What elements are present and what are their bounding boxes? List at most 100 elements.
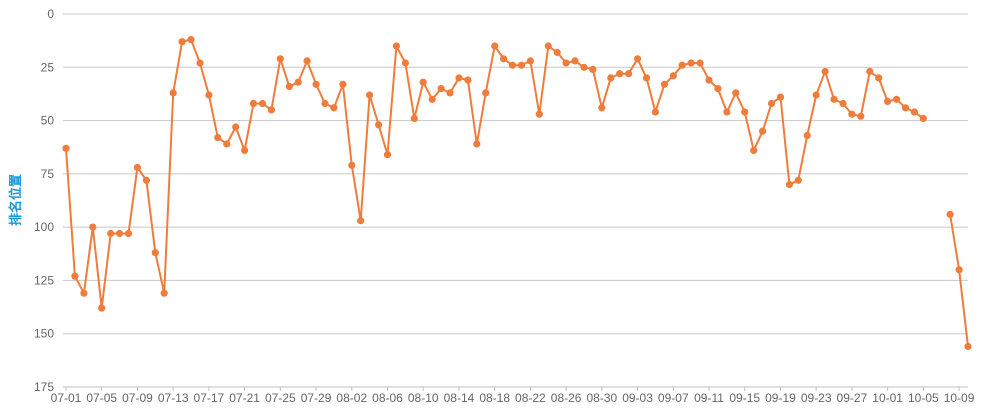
data-point[interactable] bbox=[151, 249, 159, 257]
data-point[interactable] bbox=[80, 289, 88, 297]
data-point[interactable] bbox=[89, 223, 97, 231]
data-point[interactable] bbox=[196, 59, 204, 67]
data-point[interactable] bbox=[133, 163, 141, 172]
data-point[interactable] bbox=[303, 57, 311, 65]
data-point[interactable] bbox=[875, 74, 883, 82]
data-point[interactable] bbox=[821, 67, 829, 76]
data-point[interactable] bbox=[696, 59, 704, 67]
data-point[interactable] bbox=[687, 59, 695, 67]
data-point[interactable] bbox=[232, 123, 240, 131]
data-point[interactable] bbox=[294, 78, 302, 86]
data-point[interactable] bbox=[616, 70, 624, 78]
data-point[interactable] bbox=[500, 55, 508, 63]
data-point[interactable] bbox=[830, 95, 838, 103]
data-point[interactable] bbox=[589, 65, 597, 73]
data-point[interactable] bbox=[750, 146, 758, 154]
data-point[interactable] bbox=[339, 80, 347, 88]
data-point[interactable] bbox=[223, 140, 231, 148]
data-point[interactable] bbox=[464, 76, 472, 84]
data-point[interactable] bbox=[312, 80, 320, 88]
data-point[interactable] bbox=[428, 95, 436, 103]
data-point[interactable] bbox=[348, 161, 356, 169]
data-point[interactable] bbox=[410, 114, 418, 122]
data-point[interactable] bbox=[124, 229, 133, 238]
data-point[interactable] bbox=[723, 108, 731, 116]
data-point[interactable] bbox=[705, 76, 713, 84]
data-point[interactable] bbox=[473, 140, 481, 148]
data-point[interactable] bbox=[714, 85, 722, 93]
data-point[interactable] bbox=[249, 99, 258, 108]
data-point[interactable] bbox=[580, 63, 588, 71]
data-point[interactable] bbox=[526, 57, 535, 65]
data-point[interactable] bbox=[625, 70, 633, 78]
data-point[interactable] bbox=[794, 176, 802, 184]
data-point[interactable] bbox=[848, 110, 856, 118]
data-point[interactable] bbox=[866, 67, 874, 76]
data-point[interactable] bbox=[205, 91, 213, 99]
data-point[interactable] bbox=[678, 61, 686, 69]
data-point[interactable] bbox=[741, 108, 749, 116]
data-point[interactable] bbox=[178, 38, 186, 46]
data-point[interactable] bbox=[491, 42, 499, 50]
data-point[interactable] bbox=[857, 112, 865, 120]
data-point[interactable] bbox=[437, 85, 445, 93]
data-point[interactable] bbox=[919, 114, 927, 122]
data-point[interactable] bbox=[964, 342, 972, 351]
data-point[interactable] bbox=[62, 144, 70, 152]
data-point[interactable] bbox=[803, 131, 811, 140]
data-point[interactable] bbox=[785, 180, 794, 189]
data-point[interactable] bbox=[767, 99, 776, 108]
data-point[interactable] bbox=[241, 146, 249, 154]
data-point[interactable] bbox=[401, 59, 409, 67]
data-point[interactable] bbox=[839, 99, 847, 108]
data-point[interactable] bbox=[169, 89, 177, 97]
data-point[interactable] bbox=[535, 110, 543, 118]
data-point[interactable] bbox=[946, 210, 954, 218]
data-point[interactable] bbox=[116, 229, 124, 238]
data-point[interactable] bbox=[107, 229, 115, 238]
data-point[interactable] bbox=[598, 104, 606, 112]
data-point[interactable] bbox=[642, 74, 651, 82]
data-point[interactable] bbox=[276, 55, 284, 63]
data-point[interactable] bbox=[258, 99, 267, 108]
data-point[interactable] bbox=[357, 217, 365, 225]
data-point[interactable] bbox=[901, 104, 910, 112]
data-point[interactable] bbox=[508, 61, 517, 69]
data-point[interactable] bbox=[651, 108, 660, 116]
data-point[interactable] bbox=[366, 91, 374, 99]
data-point[interactable] bbox=[214, 134, 222, 142]
data-point[interactable] bbox=[517, 61, 526, 69]
data-point[interactable] bbox=[812, 91, 820, 99]
data-point[interactable] bbox=[776, 93, 785, 101]
data-point[interactable] bbox=[187, 36, 195, 44]
data-point[interactable] bbox=[285, 82, 293, 91]
data-point[interactable] bbox=[553, 48, 561, 57]
data-point[interactable] bbox=[482, 89, 490, 97]
data-point[interactable] bbox=[71, 272, 79, 280]
data-point[interactable] bbox=[562, 59, 570, 67]
data-point[interactable] bbox=[419, 78, 427, 86]
data-point[interactable] bbox=[375, 121, 383, 129]
data-point[interactable] bbox=[544, 42, 552, 50]
data-point[interactable] bbox=[732, 89, 740, 97]
data-point[interactable] bbox=[660, 80, 669, 88]
data-point[interactable] bbox=[330, 104, 338, 112]
data-point[interactable] bbox=[383, 151, 392, 159]
data-point[interactable] bbox=[759, 127, 767, 135]
data-point[interactable] bbox=[634, 55, 642, 63]
data-point[interactable] bbox=[321, 99, 329, 108]
data-point[interactable] bbox=[884, 97, 892, 105]
data-point[interactable] bbox=[607, 74, 615, 82]
data-point[interactable] bbox=[571, 57, 579, 65]
data-point[interactable] bbox=[910, 108, 919, 116]
data-point[interactable] bbox=[893, 95, 901, 103]
data-point[interactable] bbox=[392, 42, 400, 50]
data-point[interactable] bbox=[160, 289, 168, 297]
data-point[interactable] bbox=[267, 106, 275, 114]
data-point[interactable] bbox=[446, 89, 454, 97]
data-point[interactable] bbox=[669, 72, 677, 80]
data-point[interactable] bbox=[142, 176, 150, 184]
data-point[interactable] bbox=[98, 304, 106, 312]
data-point[interactable] bbox=[455, 74, 463, 82]
data-point[interactable] bbox=[955, 266, 963, 274]
